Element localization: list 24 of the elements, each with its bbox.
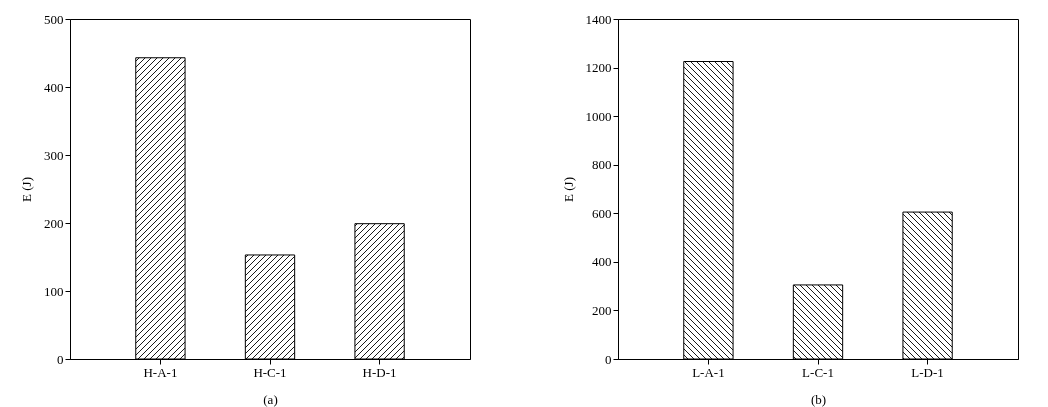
y-tick-label: 800 <box>592 157 612 173</box>
y-tick-label: 600 <box>592 205 612 221</box>
y-tick-label: 0 <box>57 351 64 367</box>
x-tick-label: L-C-1 <box>802 364 834 380</box>
y-tick-label: 1400 <box>585 11 612 27</box>
x-axis-title: (b) <box>810 391 827 407</box>
y-axis-title: E (J) <box>19 177 34 202</box>
y-tick-label: 1000 <box>585 108 612 124</box>
x-tick-label: L-A-1 <box>692 364 725 380</box>
y-tick-label: 200 <box>44 215 64 231</box>
y-tick-label: 300 <box>44 147 64 163</box>
y-tick-label: 1200 <box>585 60 612 76</box>
y-tick-label: 0 <box>605 351 612 367</box>
x-tick-label: H-D-1 <box>362 364 397 380</box>
y-tick-label: 200 <box>592 302 612 318</box>
y-axis-title: E (J) <box>560 177 576 202</box>
x-tick-label: L-D-1 <box>911 364 944 380</box>
y-tick-label: 500 <box>44 11 64 27</box>
y-tick-label: 400 <box>44 79 64 95</box>
y-tick-label: 400 <box>592 254 612 270</box>
y-tick-label: 100 <box>44 283 64 299</box>
x-tick-label: H-A-1 <box>143 364 178 380</box>
x-tick-label: H-C-1 <box>253 364 287 380</box>
x-axis-title: (a) <box>263 391 278 407</box>
